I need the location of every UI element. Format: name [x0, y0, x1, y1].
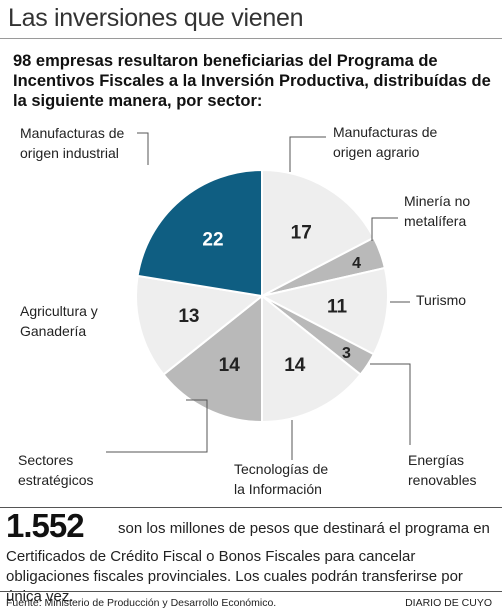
page-title: Las inversiones que vienen — [8, 4, 304, 32]
slice-category-label: Tecnologías de la Información — [234, 461, 328, 497]
pie-slice — [261, 168, 376, 298]
pie-slice — [259, 266, 389, 356]
pie-slice — [136, 168, 263, 298]
big-number: 1.552 — [6, 507, 85, 544]
slice-value-label: 22 — [202, 229, 223, 250]
slice-category-label: Turismo — [416, 292, 466, 308]
title-divider — [0, 38, 502, 39]
slice-value-label: 3 — [342, 345, 351, 362]
note-divider — [0, 507, 502, 508]
leader-line — [137, 132, 149, 165]
slice-category-label: Manufacturas de origen agrario — [333, 124, 437, 160]
note-line-1: son los millones de pesos que destinará … — [118, 520, 490, 537]
leader-line — [106, 399, 208, 453]
pie-slice — [135, 274, 265, 376]
slice-category-label: Minería no metalífera — [404, 193, 470, 229]
slice-value-label: 14 — [219, 355, 241, 376]
pie-slice — [261, 293, 362, 424]
slice-category-label: Manufacturas de origen industrial — [20, 125, 124, 161]
slice-value-label: 17 — [291, 222, 312, 243]
slice-value-label: 13 — [178, 306, 199, 327]
leader-line — [370, 363, 411, 445]
slice-value-label: 11 — [327, 297, 348, 318]
slice-value-label: 4 — [352, 255, 361, 272]
leader-line — [371, 217, 398, 241]
source-text: Fuente: Ministerio de Producción y Desar… — [6, 597, 277, 609]
slice-value-label: 14 — [284, 355, 306, 376]
note-line-2: Certificados de Crédito Fiscal o Bonos F… — [6, 548, 463, 605]
pie-chart: 17 Manufacturas de origen agrario 4 Minería … — [18, 124, 477, 497]
slice-category-label: Agricultura y Ganadería — [20, 303, 98, 339]
slice-category-label: Energías renovables — [408, 452, 477, 488]
leader-line — [289, 136, 326, 172]
brand-name: DIARIO DE CUYO — [405, 597, 492, 609]
footer-divider — [0, 591, 502, 592]
chart-subtitle: 98 empresas resultaron beneficiarias del… — [13, 52, 491, 110]
slice-category-label: Sectores estratégicos — [18, 452, 93, 488]
